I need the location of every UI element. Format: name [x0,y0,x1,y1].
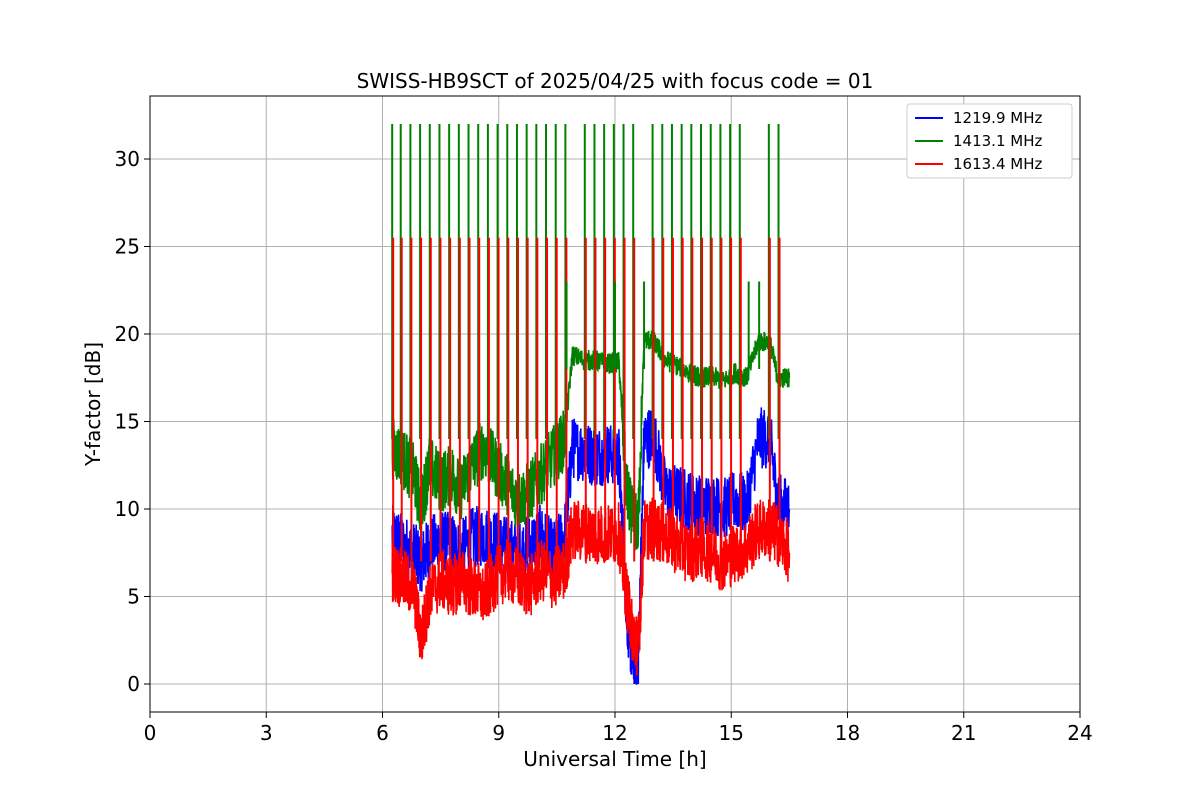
x-tick-label: 3 [260,721,273,745]
legend-entry: 1219.9 MHz [953,109,1042,127]
tick-layer: 0 3 6 9 12 15 18 21 24 0 5 10 15 20 25 30 [115,147,1093,745]
x-tick-label: 15 [719,721,744,745]
chart-title: SWISS-HB9SCT of 2025/04/25 with focus co… [357,69,874,93]
legend-entry: 1413.1 MHz [953,132,1042,150]
x-tick-label: 6 [376,721,389,745]
legend: 1219.9 MHz 1413.1 MHz 1613.4 MHz [906,103,1073,179]
x-axis-label: Universal Time [h] [523,747,706,771]
y-tick-label: 5 [127,585,140,609]
x-tick-label: 12 [602,721,627,745]
x-tick-label: 18 [835,721,860,745]
y-tick-label: 0 [127,672,140,696]
x-tick-label: 9 [492,721,505,745]
y-tick-label: 25 [115,235,140,259]
legend-box [906,103,1073,179]
x-tick-label: 21 [951,721,976,745]
y-tick-label: 30 [115,147,140,171]
x-tick-label: 24 [1067,721,1092,745]
series-layer [391,124,791,685]
y-tick-label: 10 [115,497,140,521]
y-axis-label: Y-factor [dB] [81,342,105,467]
legend-entry: 1613.4 MHz [953,155,1042,173]
x-tick-label: 0 [144,721,157,745]
y-tick-label: 15 [115,410,140,434]
y-tick-label: 20 [115,322,140,346]
